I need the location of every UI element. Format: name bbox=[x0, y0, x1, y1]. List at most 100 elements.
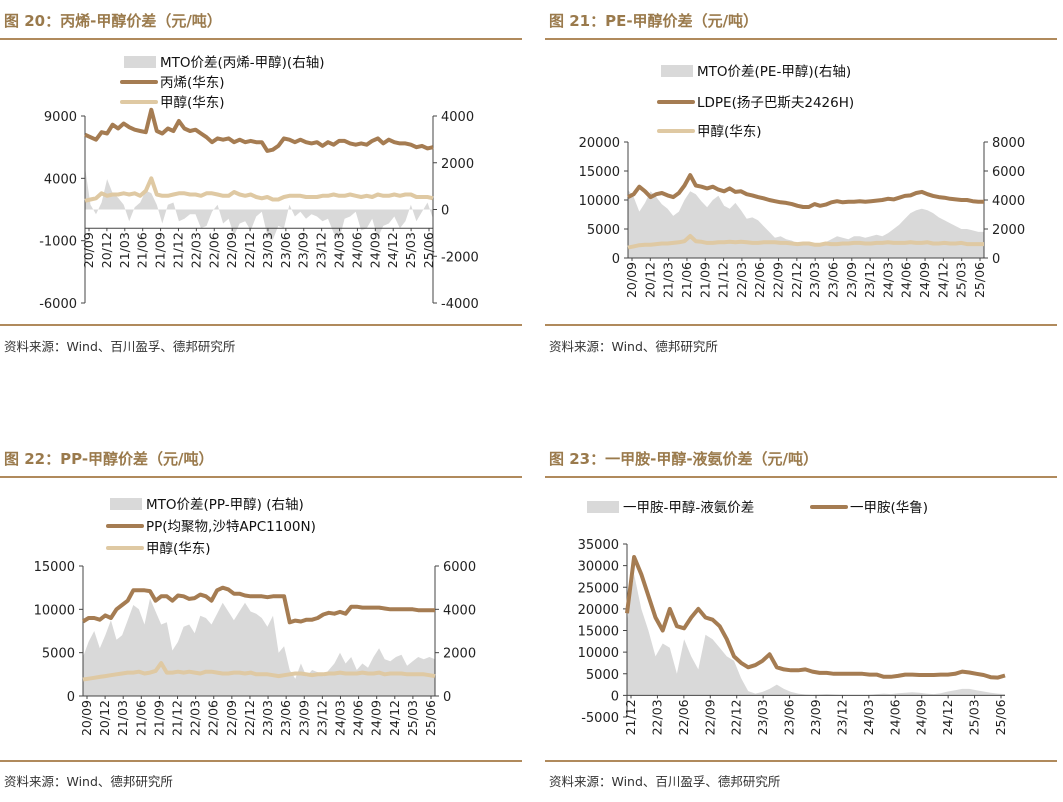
x-tick-label: 22/06 bbox=[676, 699, 691, 735]
legend-swatch-area bbox=[110, 498, 142, 510]
y-tick-label-left: 20000 bbox=[579, 136, 620, 151]
series-line-1 bbox=[625, 555, 1006, 680]
legend-swatch-area bbox=[661, 65, 693, 77]
series-line-1 bbox=[84, 107, 434, 153]
y-tick-label-right: -2000 bbox=[441, 250, 479, 265]
source-note: 资料来源：Wind、百川盈孚、德邦研究所 bbox=[4, 339, 236, 354]
x-tick-label: 22/09 bbox=[224, 232, 239, 268]
chart-title: 图 23：一甲胺-甲醇-液氨价差（元/吨） bbox=[549, 450, 819, 468]
panel-pp-methanol: 图 22：PP-甲醇价差（元/吨） 15000 10000 5000 0 6000 400… bbox=[0, 438, 530, 802]
x-tick-label: 22/06 bbox=[206, 700, 221, 736]
legend-label: MTO价差(丙烯-甲醇)(右轴) bbox=[160, 54, 324, 71]
x-tick-label: 25/06 bbox=[993, 699, 1008, 735]
y-tick-label-right: 8000 bbox=[992, 136, 1025, 151]
chart-methylamine-spread: 35000 30000 25000 20000 15000 10000 5000 0 -5000… bbox=[578, 499, 1008, 735]
x-tick-label: 23/06 bbox=[782, 699, 797, 735]
x-tick-label: 22/12 bbox=[242, 232, 257, 268]
x-tick-label: 22/06 bbox=[752, 262, 767, 298]
x-tick-label: 21/09 bbox=[151, 700, 166, 736]
x-tick-label: 23/12 bbox=[862, 262, 877, 298]
panel-pe-methanol: 图 21：PE-甲醇价差（元/吨） 20000 15000 10000 5000 0 80… bbox=[545, 0, 1063, 400]
y-tick-label-left: 0 bbox=[67, 690, 75, 705]
source-rule bbox=[0, 324, 522, 326]
series-area-0 bbox=[628, 189, 984, 258]
x-tick-label: 25/06 bbox=[423, 700, 438, 736]
x-tick-label: 20/12 bbox=[97, 700, 112, 736]
chart-title: 图 21：PE-甲醇价差（元/吨） bbox=[549, 12, 759, 30]
x-tick-label: 24/06 bbox=[349, 232, 364, 268]
title-rule bbox=[0, 476, 522, 478]
y-tick-label-right: -4000 bbox=[441, 297, 479, 312]
x-tick-label: 22/03 bbox=[188, 232, 203, 268]
x-tick-label: 20/09 bbox=[81, 232, 96, 268]
x-tick-label: 23/09 bbox=[296, 700, 311, 736]
source-note: 资料来源：Wind、百川盈孚、德邦研究所 bbox=[549, 774, 781, 789]
title-rule bbox=[0, 38, 522, 40]
x-tick-label: 21/12 bbox=[623, 699, 638, 735]
x-tick-label: 21/03 bbox=[117, 232, 132, 268]
x-tick-label: 21/12 bbox=[170, 232, 185, 268]
y-tick-label-left: 15000 bbox=[34, 560, 75, 575]
x-tick-label: 23/09 bbox=[808, 699, 823, 735]
y-tick-label-right: 2000 bbox=[443, 647, 476, 662]
panel-methylamine: 图 23：一甲胺-甲醇-液氨价差（元/吨） 35000 30000 25000 200… bbox=[545, 438, 1063, 802]
y-tick-label-left: 15000 bbox=[578, 625, 619, 640]
series-area-0 bbox=[83, 598, 435, 696]
y-tick-label-left: 5000 bbox=[587, 223, 620, 238]
y-tick-label-right: 4000 bbox=[443, 603, 476, 618]
y-tick-label-left: 0 bbox=[611, 689, 619, 704]
x-tick-label: 24/12 bbox=[387, 700, 402, 736]
panel-propylene-methanol: 图 20：丙烯-甲醇价差（元/吨） 9000 4000 -1000 -6000 4000… bbox=[0, 0, 530, 400]
legend-swatch-area bbox=[124, 56, 156, 68]
source-note: 资料来源：Wind、德邦研究所 bbox=[549, 339, 718, 354]
legend-label: 一甲胺-甲醇-液氨价差 bbox=[623, 499, 754, 516]
x-tick-label: 22/12 bbox=[242, 700, 257, 736]
x-tick-label: 21/06 bbox=[679, 262, 694, 298]
title-rule bbox=[545, 476, 1057, 478]
y-tick-label-left: 35000 bbox=[578, 538, 619, 553]
x-tick-label: 25/06 bbox=[972, 262, 987, 298]
x-tick-label: 21/12 bbox=[716, 262, 731, 298]
chart-title: 图 20：丙烯-甲醇价差（元/吨） bbox=[4, 12, 222, 30]
y-tick-label-left: 5000 bbox=[42, 647, 75, 662]
legend-swatch-area bbox=[587, 501, 619, 513]
x-tick-label: 25/03 bbox=[405, 700, 420, 736]
series-line-1 bbox=[81, 585, 435, 625]
legend-label: 甲醇(华东) bbox=[146, 540, 211, 557]
legend-label: 一甲胺(华鲁) bbox=[850, 500, 928, 516]
y-tick-label-left: 10000 bbox=[579, 194, 620, 209]
x-tick-label: 24/03 bbox=[332, 232, 347, 268]
x-tick-label: 23/12 bbox=[314, 232, 329, 268]
series-line-1 bbox=[627, 173, 984, 209]
y-tick-label-right: 0 bbox=[443, 690, 451, 705]
x-tick-label: 20/09 bbox=[624, 262, 639, 298]
x-tick-label: 23/06 bbox=[825, 262, 840, 298]
x-tick-label: 24/12 bbox=[940, 699, 955, 735]
series-area-0 bbox=[627, 574, 1005, 696]
x-tick-label: 24/09 bbox=[369, 700, 384, 736]
y-tick-label-right: 4000 bbox=[441, 110, 474, 125]
x-tick-label: 24/06 bbox=[899, 262, 914, 298]
x-tick-label: 25/03 bbox=[967, 699, 982, 735]
y-tick-label-left: -6000 bbox=[39, 297, 77, 312]
y-tick-label-left: -5000 bbox=[581, 711, 619, 726]
x-tick-label: 21/03 bbox=[661, 262, 676, 298]
source-rule bbox=[545, 760, 1057, 762]
y-tick-label-left: 20000 bbox=[578, 603, 619, 618]
legend-label: PP(均聚物,沙特APC1100N) bbox=[146, 519, 316, 535]
y-tick-label-left: 10000 bbox=[578, 646, 619, 661]
series-line-2 bbox=[84, 176, 434, 203]
x-tick-label: 24/12 bbox=[385, 232, 400, 268]
chart-title: 图 22：PP-甲醇价差（元/吨） bbox=[4, 450, 214, 468]
x-tick-label: 21/06 bbox=[133, 700, 148, 736]
y-tick-label-left: 5000 bbox=[586, 668, 619, 683]
x-tick-label: 24/03 bbox=[880, 262, 895, 298]
x-tick-label: 23/03 bbox=[260, 700, 275, 736]
y-tick-label-right: 6000 bbox=[992, 165, 1025, 180]
x-tick-label: 23/03 bbox=[807, 262, 822, 298]
x-tick-label: 22/09 bbox=[224, 700, 239, 736]
y-tick-label-right: 2000 bbox=[441, 157, 474, 172]
source-rule bbox=[0, 760, 522, 762]
y-tick-label-left: 4000 bbox=[44, 172, 77, 187]
x-tick-label: 25/06 bbox=[421, 232, 436, 268]
